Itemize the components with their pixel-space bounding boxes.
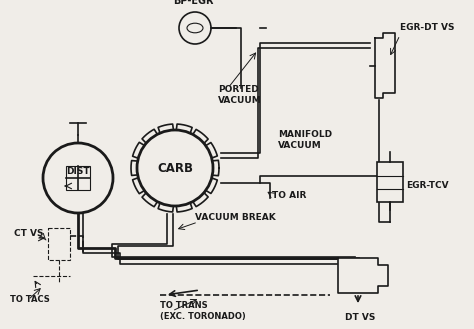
Bar — [377, 162, 403, 202]
Text: BP-EGR: BP-EGR — [173, 0, 213, 6]
Text: CARB: CARB — [157, 162, 193, 174]
Polygon shape — [375, 33, 395, 98]
Circle shape — [137, 130, 213, 206]
Text: TO TACS: TO TACS — [10, 295, 50, 305]
Text: MANIFOLD
VACUUM: MANIFOLD VACUUM — [278, 130, 332, 150]
Text: CT VS: CT VS — [15, 230, 44, 239]
Text: TO AIR: TO AIR — [272, 190, 306, 199]
Polygon shape — [338, 258, 388, 293]
Circle shape — [43, 143, 113, 213]
Text: TO TRANS
(EXC. TORONADO): TO TRANS (EXC. TORONADO) — [160, 301, 246, 321]
Bar — [66, 166, 90, 190]
Text: VACUUM BREAK: VACUUM BREAK — [195, 214, 276, 222]
Text: EGR-DT VS: EGR-DT VS — [400, 23, 455, 33]
Polygon shape — [131, 124, 219, 212]
Text: PORTED
VACUUM: PORTED VACUUM — [218, 85, 262, 105]
Circle shape — [179, 12, 211, 44]
Text: DIST: DIST — [66, 167, 90, 176]
Ellipse shape — [187, 23, 203, 33]
Text: EGR-TCV: EGR-TCV — [406, 181, 448, 190]
Bar — [48, 228, 70, 260]
Text: DT VS: DT VS — [345, 314, 375, 322]
